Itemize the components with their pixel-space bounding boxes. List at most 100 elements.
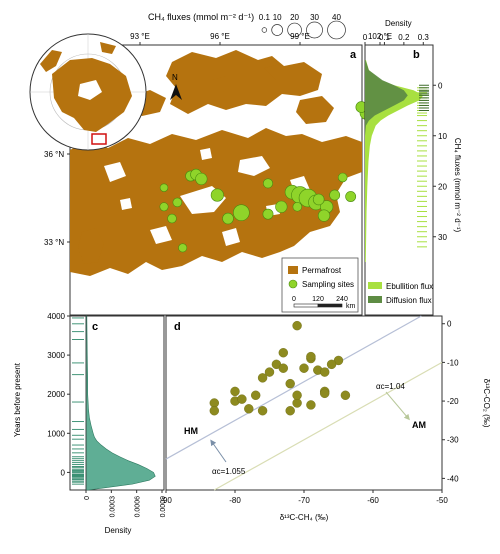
scale-bar-white	[293, 303, 319, 308]
sampling-site	[195, 172, 208, 186]
data-point	[257, 373, 268, 383]
y-tick-label: 0	[61, 468, 66, 477]
panel-c-y-axis-label: Years before present	[13, 362, 22, 437]
data-point	[264, 367, 275, 377]
data-point	[299, 363, 309, 373]
globe-landmass	[100, 42, 116, 54]
north-label: N	[172, 73, 178, 82]
panel-c-x-axis-label: Density	[105, 526, 132, 535]
panel-a-label: a	[350, 49, 357, 61]
sampling-site	[233, 204, 250, 221]
data-point	[230, 386, 240, 397]
panel-d-x-axis-label: δ¹³C-CH₄ (‰)	[280, 513, 329, 522]
data-point	[257, 406, 268, 416]
sampling-site	[178, 243, 188, 253]
ebullition-swatch	[368, 282, 382, 289]
scale-bar-black	[317, 303, 343, 308]
panel-c-label: c	[92, 321, 98, 333]
size-legend-circle	[287, 22, 302, 38]
sampling-site	[167, 213, 177, 224]
y-tick-label: 4000	[47, 312, 65, 321]
panel-a: CH₄ fluxes (mmol m⁻² d⁻¹) 0.1 10 20 30 40 93…	[29, 12, 392, 316]
map-gap	[150, 226, 172, 244]
sampling-site	[210, 188, 224, 202]
panel-b-density	[365, 60, 424, 262]
y-tick-label: 30	[438, 233, 447, 242]
sampling-site	[159, 202, 169, 212]
legend-sites-label: Sampling sites	[302, 280, 354, 289]
data-point	[237, 394, 247, 404]
panel-b-y-axis-label: CH₄ fluxes (mmol m⁻² d⁻¹)	[453, 138, 462, 233]
permafrost-region	[78, 228, 104, 264]
data-point	[278, 348, 288, 358]
lon-tick-label: 93 °E	[130, 32, 150, 41]
panel-c-density	[85, 315, 156, 491]
data-point	[320, 388, 330, 399]
data-point	[292, 390, 302, 400]
y-tick-label: 0	[438, 81, 443, 90]
y-tick-label: -40	[447, 474, 459, 483]
y-tick-label: -30	[447, 436, 459, 445]
size-legend-value: 10	[273, 13, 282, 22]
y-tick-label: 2000	[47, 390, 65, 399]
x-tick-label: -70	[298, 496, 310, 505]
size-legend-circle	[261, 27, 268, 33]
sampling-site	[222, 212, 234, 225]
north-arrow-body	[170, 84, 182, 100]
sampling-site	[263, 178, 273, 189]
data-point	[209, 406, 220, 416]
panel-c-rug	[72, 317, 84, 485]
panel-d-frame	[165, 315, 443, 491]
data-point	[306, 351, 316, 362]
panel-d-points	[209, 320, 351, 416]
permafrost-region	[166, 50, 322, 114]
inset-globe	[29, 33, 147, 151]
legend-ebullition-label: Ebullition flux	[386, 282, 433, 291]
data-point	[244, 404, 254, 414]
sampling-site	[275, 200, 288, 213]
data-point	[285, 406, 295, 416]
panel-d-axes: -90 -80 -70 -60 -50 0 -10 -20 -30 -40	[160, 320, 459, 505]
y-tick-label: 1000	[47, 429, 65, 438]
lon-tick-label: 96 °E	[210, 32, 230, 41]
x-tick-label: 0.0006	[135, 496, 142, 518]
lon-tick-label: 99 °E	[290, 32, 310, 41]
hm-arrow	[210, 439, 227, 463]
x-tick-label: 0.3	[418, 33, 430, 42]
flux-size-legend: 0.1 10 20 30 40	[259, 13, 346, 40]
y-tick-label: 0	[447, 320, 452, 329]
lat-tick-label: 33 °N	[44, 238, 64, 247]
data-point	[340, 390, 351, 400]
x-tick-label: -80	[229, 496, 241, 505]
hm-annotation: HM	[184, 426, 198, 436]
panel-b: 0 0.1 0.2 0.3 0 10 20 30 Density b CH₄ fluxes (…	[363, 19, 462, 316]
data-point	[292, 320, 302, 331]
x-tick-label: -50	[436, 496, 448, 505]
y-tick-label: 10	[438, 132, 447, 141]
diffusion-swatch	[368, 296, 382, 303]
y-tick-label: 20	[438, 182, 447, 191]
x-tick-label: -90	[160, 496, 172, 505]
sampling-site	[312, 193, 325, 206]
map-gap	[238, 156, 270, 176]
am-arrow	[385, 391, 410, 421]
panel-d-y-axis-label: δ¹³C-CO₂ (‰)	[482, 379, 491, 428]
scale-tick-label: 120	[312, 296, 324, 303]
x-tick-label: 0.1	[379, 33, 391, 42]
size-legend-circle	[327, 20, 346, 40]
data-point	[250, 390, 261, 400]
globe-landmass	[40, 50, 62, 72]
panel-d-fractionation-lines	[165, 315, 443, 491]
sampling-site	[159, 183, 169, 192]
longitude-ticks: 93 °E 96 °E 99 °E 102 °E	[130, 32, 392, 45]
size-legend-value: 30	[310, 13, 319, 22]
panel-b-legend: Ebullition flux Diffusion flux	[368, 282, 433, 305]
map-gap	[222, 228, 240, 246]
sampling-site	[292, 202, 303, 212]
data-point	[278, 363, 288, 373]
fractionation-line-1	[214, 361, 443, 491]
map-gap	[104, 162, 126, 182]
panel-c: 4000 3000 2000 1000 0 0 0.0003 0.0006 0.0009 c Y…	[13, 312, 167, 535]
y-tick-label: 3000	[47, 351, 65, 360]
